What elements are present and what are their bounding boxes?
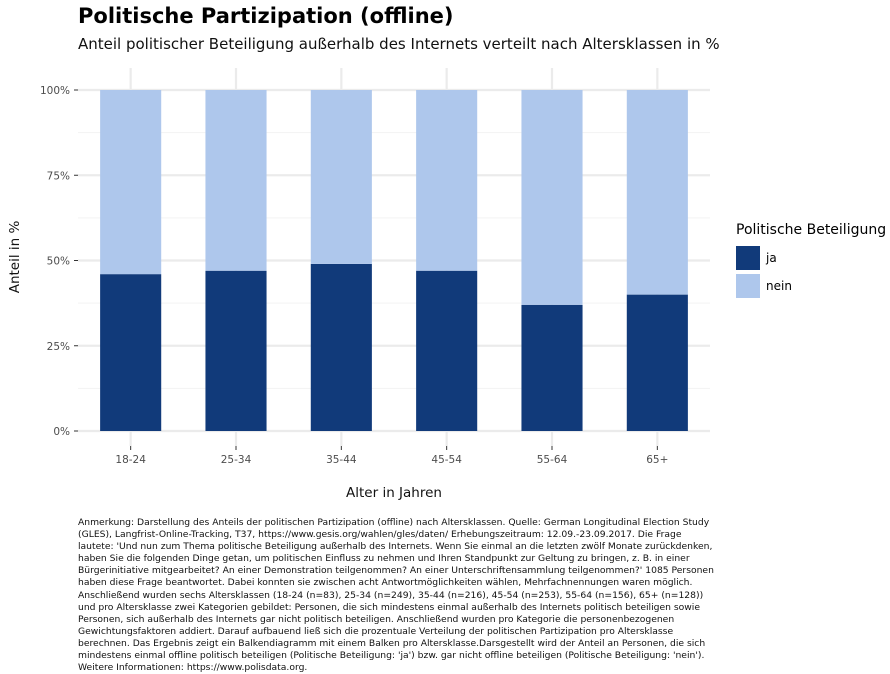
legend-item-nein: nein [736, 272, 886, 300]
bar-ja-65+ [626, 294, 688, 431]
x-tick-label-55-64: 55-64 [537, 454, 568, 466]
legend-label-nein: nein [766, 279, 792, 293]
chart-subtitle: Anteil politischer Beteiligung außerhalb… [78, 35, 720, 53]
bar-chart: 0% 25% 50% 75% 100% 18-24 25-34 35-44 45-54 55-64… [7, 68, 710, 501]
x-tick-label-65+: 65+ [646, 454, 668, 466]
y-tick-label-3: 75% [47, 170, 70, 182]
bar-nein-18-24 [100, 90, 162, 275]
legend-item-ja: ja [736, 244, 886, 272]
x-tick-label-18-24: 18-24 [115, 454, 146, 466]
bar-nein-55-64 [521, 90, 583, 305]
x-tick-label-25-34: 25-34 [221, 454, 252, 466]
bar-ja-25-34 [205, 270, 267, 431]
x-tick-label-35-44: 35-44 [326, 454, 357, 466]
bar-ja-35-44 [310, 263, 372, 431]
legend-key-nein [736, 274, 760, 298]
bar-nein-25-34 [205, 90, 267, 271]
y-tick-label-1: 25% [47, 341, 70, 353]
legend: Politische Beteiligung ja nein [736, 222, 886, 300]
bar-ja-45-54 [416, 270, 478, 431]
y-tick-label-4: 100% [40, 85, 70, 97]
legend-key-ja [736, 246, 760, 270]
bar-nein-45-54 [416, 90, 478, 271]
legend-title: Politische Beteiligung [736, 222, 887, 238]
bar-ja-55-64 [521, 304, 583, 431]
y-tick-label-2: 50% [47, 256, 70, 268]
bar-ja-18-24 [100, 274, 162, 431]
legend-label-ja: ja [766, 251, 777, 265]
x-tick-label-45-54: 45-54 [431, 454, 462, 466]
x-axis-title: Alter in Jahren [346, 485, 442, 501]
footnote: Anmerkung: Darstellung des Anteils der p… [78, 517, 714, 674]
y-axis-title: Anteil in % [7, 221, 23, 294]
bar-nein-35-44 [310, 90, 372, 264]
bar-nein-65+ [626, 90, 688, 295]
plot-panel [78, 68, 710, 446]
y-tick-label-0: 0% [53, 426, 70, 438]
chart-title: Politische Partizipation (offline) [78, 4, 454, 28]
